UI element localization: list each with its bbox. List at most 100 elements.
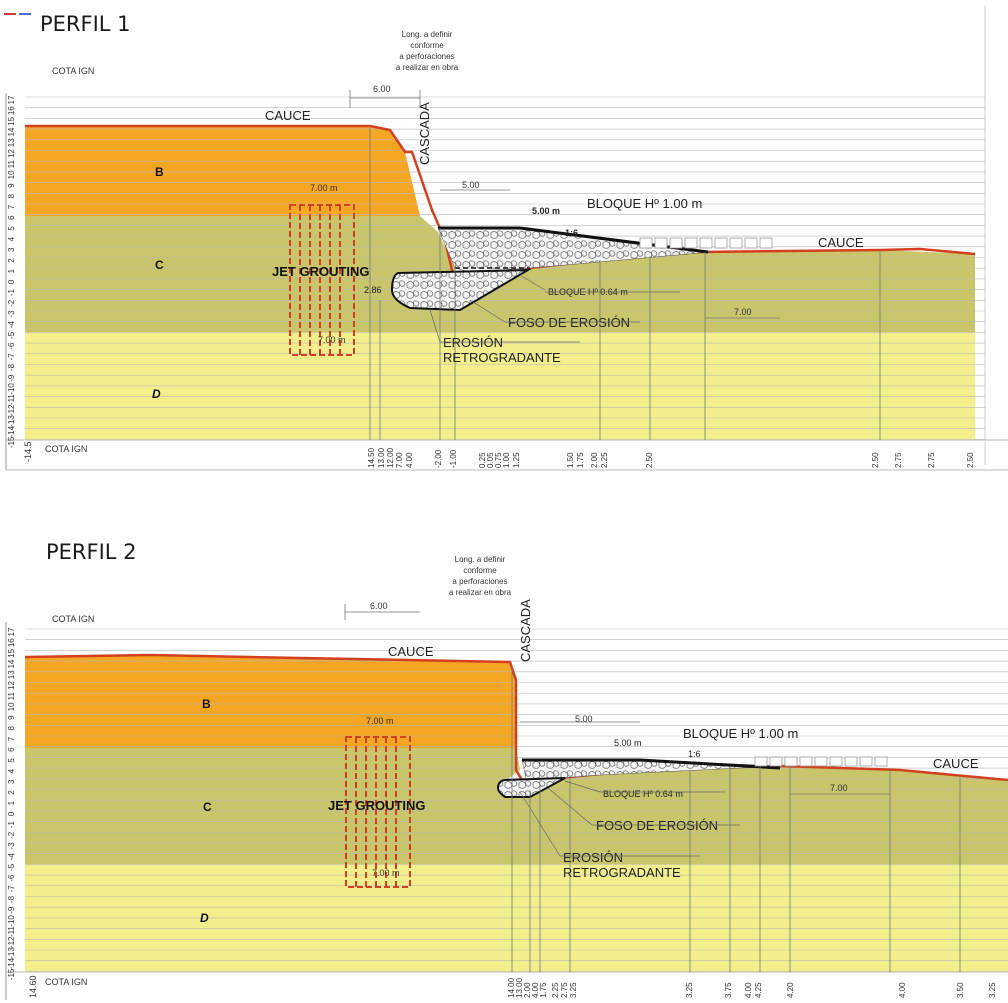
profile-1-level-label: -7 bbox=[7, 353, 16, 361]
profile-1-bottom-value: 1.00 bbox=[502, 452, 511, 468]
profile-2-cauce-right: CAUCE bbox=[933, 756, 979, 771]
profile-2-cascada-label: CASCADA bbox=[518, 599, 533, 662]
profile-1-dim-top: 6.00 bbox=[373, 84, 391, 94]
profile-2-bottom-value: 3.25 bbox=[988, 982, 997, 998]
profile-1-level-label: 7 bbox=[7, 204, 16, 209]
profile-1-level-label: 5 bbox=[7, 226, 16, 231]
profile-1-foso-label: FOSO DE EROSIÓN bbox=[508, 315, 630, 330]
profile-2-level-label: -3 bbox=[7, 842, 16, 850]
profile-2-long-note-3: a perforaciones bbox=[452, 577, 507, 586]
profile-1-bottom-value: 1.75 bbox=[576, 452, 585, 468]
profile-2-left-bottom-level: 14.60 bbox=[28, 975, 38, 998]
profile-2-level-label: 1 bbox=[7, 800, 16, 805]
profile-1-layer-c-label: C bbox=[155, 258, 164, 272]
profile-1-level-label: 0 bbox=[7, 279, 16, 284]
profile-1-level-scale: 17161514131211109876543210-1-2-3-4-5-6-7… bbox=[7, 95, 16, 448]
profile-1-level-label: 1 bbox=[7, 268, 16, 273]
profile-2-layer-b bbox=[25, 655, 516, 748]
profile-2-level-label: 3 bbox=[7, 779, 16, 784]
profile-1-bottom-values: 14.50 13.00 12.00 7.00 4.00 -2.00 -1.00 0.25 0.0… bbox=[367, 447, 975, 468]
profile-2-level-label: -10 bbox=[7, 915, 16, 927]
profile-1-bottom-value: 2.75 bbox=[927, 452, 936, 468]
profile-1-dim-286: 2.86 bbox=[364, 285, 382, 295]
profile-1-level-label: 11 bbox=[7, 160, 16, 169]
profile-2-level-label: 4 bbox=[7, 768, 16, 773]
profile-1-level-label: 16 bbox=[7, 106, 16, 115]
profile-2-level-label: -5 bbox=[7, 863, 16, 871]
profile-1-long-note-4: a realizar en obra bbox=[396, 63, 459, 72]
profile-2-level-label: -14 bbox=[7, 957, 16, 969]
profile-2-bottom-value: 4.00 bbox=[898, 982, 907, 998]
profile-2-layer-c bbox=[25, 748, 1008, 864]
profile-1-jet-grouting-label: JET GROUTING bbox=[272, 264, 370, 279]
profile-1-level-label: -10 bbox=[7, 383, 16, 395]
profile-2-level-label: -12 bbox=[7, 936, 16, 948]
profile-2-layer-c-label: C bbox=[203, 800, 212, 814]
profile-2-bottom-value: 1.75 bbox=[539, 982, 548, 998]
profile-2-dim-7-right: 7.00 bbox=[830, 783, 848, 793]
profile-2-jet-top-dim: 7.00 m bbox=[366, 716, 394, 726]
profile-1-long-note-2: conforme bbox=[410, 41, 444, 50]
profile-2-bloque-064: BLOQUE Hº 0.64 m bbox=[603, 789, 683, 799]
profile-2-cauce-blocks bbox=[754, 756, 888, 767]
profile-1-level-label: 2 bbox=[7, 258, 16, 263]
profile-1-level-label: 15 bbox=[7, 116, 16, 125]
profile-1-level-label: -5 bbox=[7, 331, 16, 339]
profile-1-title: PERFIL 1 bbox=[40, 12, 131, 36]
profile-1-bottom-value: 1.25 bbox=[512, 452, 521, 468]
profile-1-block-064 bbox=[390, 268, 532, 312]
profile-1-bottom-value: 2.50 bbox=[645, 452, 654, 468]
profile-1-level-label: 10 bbox=[7, 170, 16, 179]
profile-1-level-label: -3 bbox=[7, 310, 16, 318]
profile-2-jet-bottom-dim: 7.00 m bbox=[372, 868, 400, 878]
profile-1-dim-5m: 5.00 m bbox=[532, 206, 560, 216]
profile-2-bottom-value: 4.25 bbox=[754, 982, 763, 998]
profile-2-layer-d-label: D bbox=[200, 911, 209, 925]
profile-2-bottom-value: 3.25 bbox=[569, 982, 578, 998]
profile-1-bottom-value: -1.00 bbox=[449, 449, 458, 468]
profile-2-level-label: -15 bbox=[7, 968, 16, 980]
profile-1-level-label: 17 bbox=[7, 95, 16, 104]
profile-1-bottom-value: 14.50 bbox=[367, 447, 376, 468]
profile-2-bottom-value: 2.25 bbox=[551, 982, 560, 998]
profile-1-bottom-cota-label: COTA IGN bbox=[45, 444, 87, 454]
profile-1-erosion-label-2: RETROGRADANTE bbox=[443, 350, 561, 365]
profile-2-bottom-value: 13.00 bbox=[515, 977, 524, 998]
profile-2-bottom-value: 2.00 bbox=[523, 982, 532, 998]
profile-1-level-label: -15 bbox=[7, 436, 16, 448]
profile-1-level-label: 14 bbox=[7, 127, 16, 136]
profile-2-level-label: -2 bbox=[7, 831, 16, 839]
profile-2-level-label: 12 bbox=[7, 681, 16, 690]
profile-2-bottom-cota-label: COTA IGN bbox=[45, 977, 87, 987]
profile-2-level-label: -13 bbox=[7, 947, 16, 959]
profile-1-bottom-value: 4.00 bbox=[405, 452, 414, 468]
profile-1-bottom-value: 7.00 bbox=[395, 452, 404, 468]
profile-2-level-scale: 17161514131211109876543210-1-2-3-4-5-6-7… bbox=[7, 627, 16, 980]
profile-1-level-label: -11 bbox=[7, 394, 16, 406]
profile-1-long-note-1: Long. a definir bbox=[402, 30, 453, 39]
profile-2-level-label: 2 bbox=[7, 790, 16, 795]
profile-2-long-note-1: Long. a definir bbox=[455, 555, 506, 564]
profile-1-cauce-left: CAUCE bbox=[265, 108, 311, 123]
profile-1-cauce-blocks bbox=[639, 237, 773, 249]
profile-1-jet-grouting-columns bbox=[289, 204, 355, 356]
profile-2-level-label: 14 bbox=[7, 659, 16, 668]
profile-1-level-label: 4 bbox=[7, 236, 16, 241]
profile-1-level-label: -14 bbox=[7, 425, 16, 437]
profile-2-bottom-value: 14.00 bbox=[507, 977, 516, 998]
profile-1-bottom-value: 2.25 bbox=[600, 452, 609, 468]
profile-2-level-label: -11 bbox=[7, 926, 16, 938]
profile-2-dim-5-upper: 5.00 bbox=[575, 714, 593, 724]
profile-2-level-label: -4 bbox=[7, 853, 16, 861]
profile-1-level-label: 8 bbox=[7, 194, 16, 199]
profile-1-layer-b-label: B bbox=[155, 165, 164, 179]
profile-2-bottom-value: 2.75 bbox=[560, 982, 569, 998]
profile-1-jet-top-dim: 7.00 m bbox=[310, 183, 338, 193]
profile-2-level-label: -1 bbox=[7, 820, 16, 828]
profile-1-level-label: 6 bbox=[7, 215, 16, 220]
profile-2-slope: 1:6 bbox=[688, 749, 701, 759]
profile-1-bottom-value: 2.50 bbox=[966, 452, 975, 468]
profile-1-dim-5-upper: 5.00 bbox=[462, 180, 480, 190]
profile-2-erosion-label-1: EROSIÓN bbox=[563, 850, 623, 865]
profile-1-level-label: 9 bbox=[7, 183, 16, 188]
